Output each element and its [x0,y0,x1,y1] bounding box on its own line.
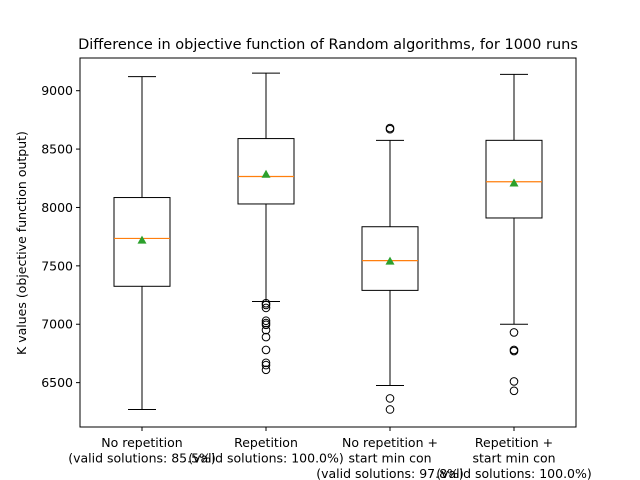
box-iqr [237,138,295,205]
plot-frame [79,57,577,428]
x-tick-label: Repetition (valid solutions: 100.0%) [188,435,344,466]
y-tick-label: 6500 [41,375,73,390]
y-tick-label: 9000 [41,83,73,98]
outlier-point [261,332,271,342]
y-tick-label: 8000 [41,200,73,215]
y-tick-label: 8500 [41,142,73,157]
outlier-point [261,325,271,335]
box-iqr [485,139,543,219]
x-tick-label-line: (valid solutions: 85.5%) [68,451,216,466]
outlier-point [261,345,271,355]
x-tick-label-line: (valid solutions: 97.8%) [316,466,464,480]
y-tick-label: 7000 [41,317,73,332]
mean-marker [509,178,519,187]
outlier-point [509,377,519,386]
mean-marker [261,169,271,178]
outlier-point [261,360,271,370]
outlier-point [261,300,271,310]
x-tick-label-line: (valid solutions: 100.0%) [436,466,592,480]
x-tick-label-line: Repetition + [475,435,553,450]
mean-marker [385,256,395,265]
outlier-point [509,386,519,396]
x-tick-label: Repetition + start min con (valid solution… [436,435,592,480]
outlier-point [509,346,519,356]
outlier-point [385,124,395,134]
outlier-point [261,303,271,313]
box-iqr [361,226,419,291]
outlier-point [261,365,271,375]
outlier-point [385,394,395,403]
outlier-point [261,316,271,326]
outlier-point [509,328,519,337]
x-tick-label: No repetition (valid solutions: 85.5%) [68,435,216,466]
chart-title: Difference in objective function of Rand… [78,37,578,53]
x-tick-label-line: No repetition + [342,435,438,450]
x-tick-label-line: Repetition [234,435,298,450]
x-tick-label: No repetition + start min con (valid solut… [316,435,464,480]
y-axis-label: K values (objective function output) [14,131,29,355]
outlier-point [261,320,271,330]
x-tick-label-line: (valid solutions: 100.0%) [188,451,344,466]
outlier-point [385,405,395,414]
outlier-point [261,358,271,368]
mean-marker [137,235,147,244]
box-iqr [113,197,171,287]
x-tick-label-line: No repetition [101,435,182,450]
x-tick-label-line: start min con [472,451,555,466]
y-tick-label: 7500 [41,258,73,273]
x-tick-label-line: start min con [348,451,431,466]
